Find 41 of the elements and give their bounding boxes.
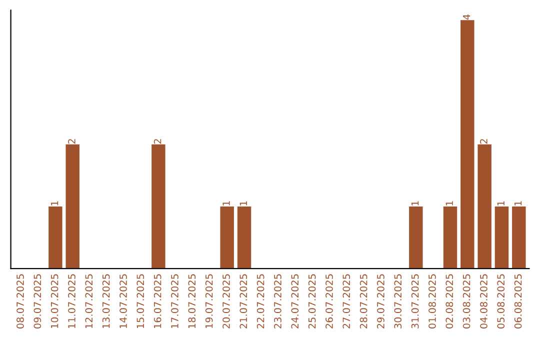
x-tick-label: 23.07.2025 [274, 274, 282, 328]
x-tick-label: 19.07.2025 [205, 274, 213, 328]
data-label: 2 [480, 139, 488, 144]
data-label: 1 [51, 201, 58, 206]
data-label: 1 [497, 201, 504, 206]
x-tick-label: 31.07.2025 [411, 274, 419, 328]
data-label: 1 [240, 201, 247, 206]
x-tick-label: 17.07.2025 [171, 274, 178, 328]
x-tick-label: 10.07.2025 [50, 274, 58, 328]
x-tick-label: 11.07.2025 [68, 274, 76, 328]
x-tick-label: 01.08.2025 [428, 274, 436, 328]
x-tick-label: 14.07.2025 [120, 274, 127, 328]
data-label: 1 [412, 201, 419, 206]
x-tick-label: 21.07.2025 [240, 274, 248, 328]
x-tick-label: 03.08.2025 [462, 274, 470, 328]
x-tick-label: 06.08.2025 [514, 274, 522, 328]
data-label: 1 [222, 201, 230, 206]
data-label: 2 [68, 139, 76, 144]
x-tick-label: 25.07.2025 [308, 274, 316, 328]
data-label: 1 [446, 201, 453, 206]
x-tick-label: 26.07.2025 [326, 274, 333, 328]
x-tick-label: 04.08.2025 [480, 274, 488, 328]
x-tick-label: 02.08.2025 [446, 274, 454, 328]
x-tick-label: 16.07.2025 [154, 274, 162, 328]
x-tick-label: 18.07.2025 [188, 274, 196, 328]
x-tick-label: 29.07.2025 [377, 274, 384, 328]
x-tick-label: 15.07.2025 [136, 274, 144, 328]
x-tick-label: 22.07.2025 [256, 274, 264, 328]
x-tick-label: 09.07.2025 [34, 274, 42, 328]
data-label: 1 [514, 201, 522, 206]
x-tick-label: 20.07.2025 [222, 274, 230, 328]
x-tick-label: 30.07.2025 [394, 274, 402, 328]
x-tick-label: 24.07.2025 [291, 274, 299, 328]
x-tick-label: 08.07.2025 [16, 274, 24, 328]
x-tick-label: 27.07.2025 [342, 274, 350, 328]
x-tick-label: 12.07.2025 [85, 274, 93, 328]
x-tick-label: 28.07.2025 [360, 274, 368, 328]
data-label: 4 [463, 14, 470, 20]
x-tick-label: 13.07.2025 [102, 274, 110, 328]
x-tick-label: 05.08.2025 [497, 274, 505, 328]
data-label: 2 [154, 139, 162, 144]
